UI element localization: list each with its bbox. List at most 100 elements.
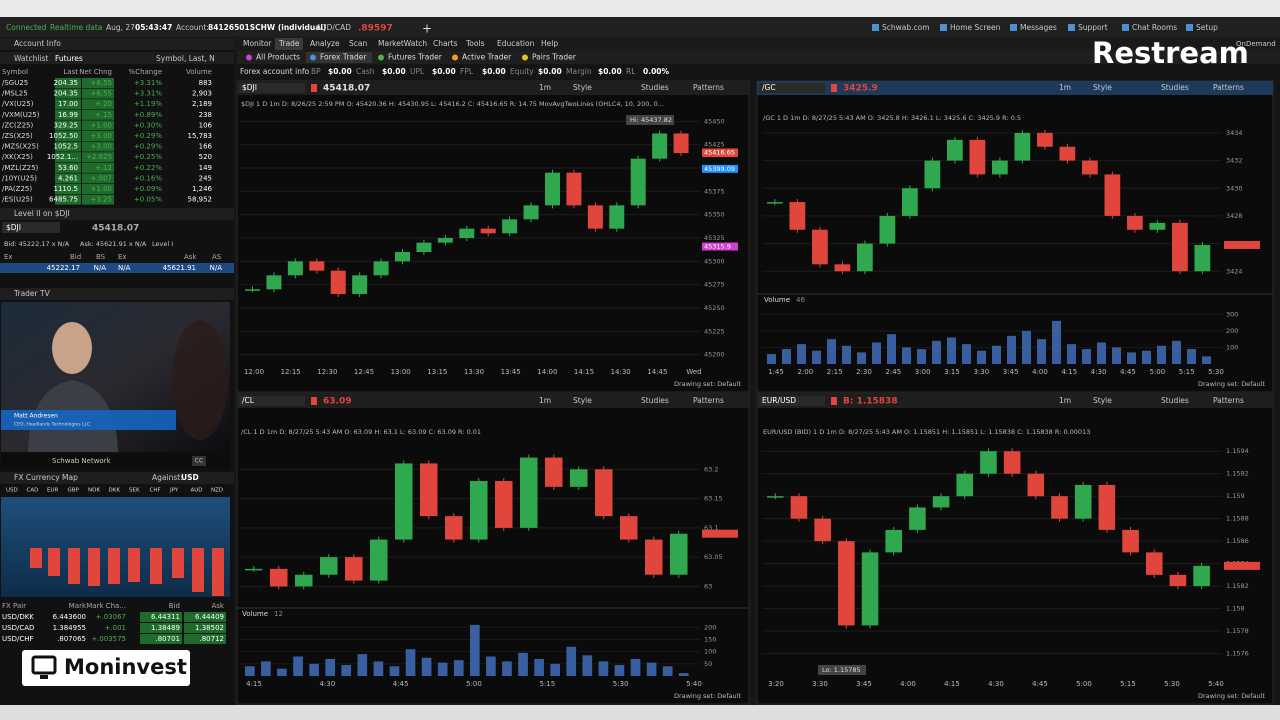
- y-tick-label: 45225: [704, 327, 725, 335]
- panel-header: [0, 52, 234, 64]
- y-tick-label: 45350: [704, 211, 725, 219]
- watchlist-header: Net Chng: [79, 68, 112, 76]
- tv-name: Matt Andresen: [14, 413, 58, 420]
- x-tick-label: 2:15: [827, 368, 843, 376]
- volume-bar: [1127, 352, 1136, 364]
- volume-bar: [566, 646, 577, 676]
- watchlist-cell: +2.625: [86, 153, 112, 161]
- account-field-value: $0.00: [482, 67, 506, 76]
- x-tick-label: 12:00: [244, 368, 264, 376]
- account-field-value: $0.00: [382, 67, 406, 76]
- tab[interactable]: Active Trader: [462, 53, 512, 62]
- account-field-value: 0.00%: [643, 67, 670, 76]
- price-tag: [702, 529, 738, 538]
- menu-item[interactable]: Help: [541, 39, 558, 48]
- volume-bar: [309, 663, 319, 676]
- tab[interactable]: Forex Trader: [320, 53, 367, 62]
- candle: [459, 228, 475, 238]
- y-tick-label: 1.1576: [1226, 650, 1249, 658]
- volume-bar: [678, 673, 689, 676]
- cell-bg: [82, 78, 114, 88]
- watchlist-cell: 6485.75: [49, 196, 78, 204]
- candle: [609, 205, 625, 229]
- menu-item[interactable]: Education: [497, 39, 535, 48]
- candle: [673, 133, 689, 154]
- tab-icon: [310, 54, 316, 61]
- candle: [902, 188, 918, 216]
- level2-price: 45418.07: [92, 224, 139, 234]
- watchlist-cell: 106: [199, 121, 213, 129]
- volume-bar: [1202, 356, 1211, 364]
- volume-bar: [357, 654, 368, 676]
- level2-cell: 45621.91: [163, 264, 196, 272]
- volume-bar: [534, 658, 544, 676]
- cell-bg: [82, 173, 114, 184]
- volume-bar: [598, 661, 609, 676]
- tab[interactable]: Futures Trader: [388, 53, 443, 62]
- fx-currency: SEK: [129, 488, 140, 494]
- menu-item[interactable]: Analyze: [310, 39, 340, 48]
- candle: [345, 557, 363, 581]
- account-field-value: $0.00: [538, 67, 562, 76]
- x-tick-label: 14:00: [537, 368, 557, 376]
- menu-item[interactable]: Trade: [278, 39, 300, 48]
- candle: [969, 139, 986, 175]
- y-tick-label: 45375: [704, 187, 725, 195]
- volume-bar: [962, 344, 971, 364]
- menu-item[interactable]: Scan: [349, 39, 367, 48]
- account-field-label: UPL: [410, 67, 425, 76]
- top-link[interactable]: Chat Rooms: [1132, 23, 1177, 32]
- y-tick-label: 63.05: [704, 553, 723, 561]
- watchlist-cell: /10Y(U25): [2, 174, 37, 182]
- cell-bg: [82, 162, 114, 173]
- tab[interactable]: Pairs Trader: [532, 53, 577, 62]
- menu-item[interactable]: MarketWatch: [378, 39, 427, 48]
- tab-icon: [246, 54, 252, 61]
- watchlist-cell: +0.29%: [134, 132, 162, 140]
- monitor-stand: [40, 675, 48, 679]
- toolbar-patterns: Patterns: [693, 83, 724, 92]
- watchlist-cell: +0.30%: [134, 121, 162, 129]
- chart-toolbar: [237, 394, 749, 408]
- x-tick-label: 4:15: [246, 680, 262, 688]
- cell-bg: [55, 152, 81, 163]
- candle: [767, 202, 783, 204]
- link-icon: [1122, 24, 1129, 31]
- candle: [789, 202, 806, 230]
- volume-tick-label: 100: [704, 648, 716, 656]
- price-flag: [831, 84, 837, 92]
- top-link[interactable]: Home Screen: [950, 23, 1001, 32]
- top-link[interactable]: Schwab.com: [882, 23, 930, 32]
- y-tick-label: 45300: [704, 257, 725, 265]
- fx-cell: +.003575: [91, 635, 126, 643]
- menu-item[interactable]: Tools: [465, 39, 485, 48]
- watchlist-header: Volume: [186, 68, 212, 76]
- top-link[interactable]: Setup: [1196, 23, 1218, 32]
- candle: [352, 275, 368, 294]
- fx-bar: [192, 548, 204, 592]
- fx-currency: CAD: [27, 488, 39, 494]
- top-link[interactable]: Support: [1078, 23, 1108, 32]
- fx-bar: [128, 548, 140, 582]
- watchlist-cell: +.12: [95, 164, 112, 172]
- candle: [245, 289, 260, 291]
- x-tick-label: 4:15: [944, 680, 960, 688]
- fx-bar: [172, 548, 184, 578]
- connection-status: Connected: [6, 23, 47, 32]
- cell-bg: [184, 612, 226, 622]
- menu-item[interactable]: Charts: [433, 39, 458, 48]
- x-tick-label: 3:30: [812, 680, 828, 688]
- feed-status: Realtime data: [50, 23, 102, 32]
- tv-cc: CC: [195, 458, 203, 465]
- tab[interactable]: All Products: [256, 53, 300, 62]
- watchlist-cell: +3.00: [91, 132, 112, 140]
- level2-header: Ex: [4, 253, 13, 261]
- account-id: 84126501SCHW (individual): [208, 23, 326, 32]
- volume-tick-label: 100: [1226, 343, 1238, 351]
- cc-box: [192, 456, 206, 466]
- top-link[interactable]: Messages: [1020, 23, 1057, 32]
- menu-item[interactable]: Monitor: [243, 39, 272, 48]
- watchlist-cell: 149: [199, 164, 212, 172]
- volume-bar: [341, 665, 352, 676]
- x-tick-label: 5:15: [1179, 368, 1195, 376]
